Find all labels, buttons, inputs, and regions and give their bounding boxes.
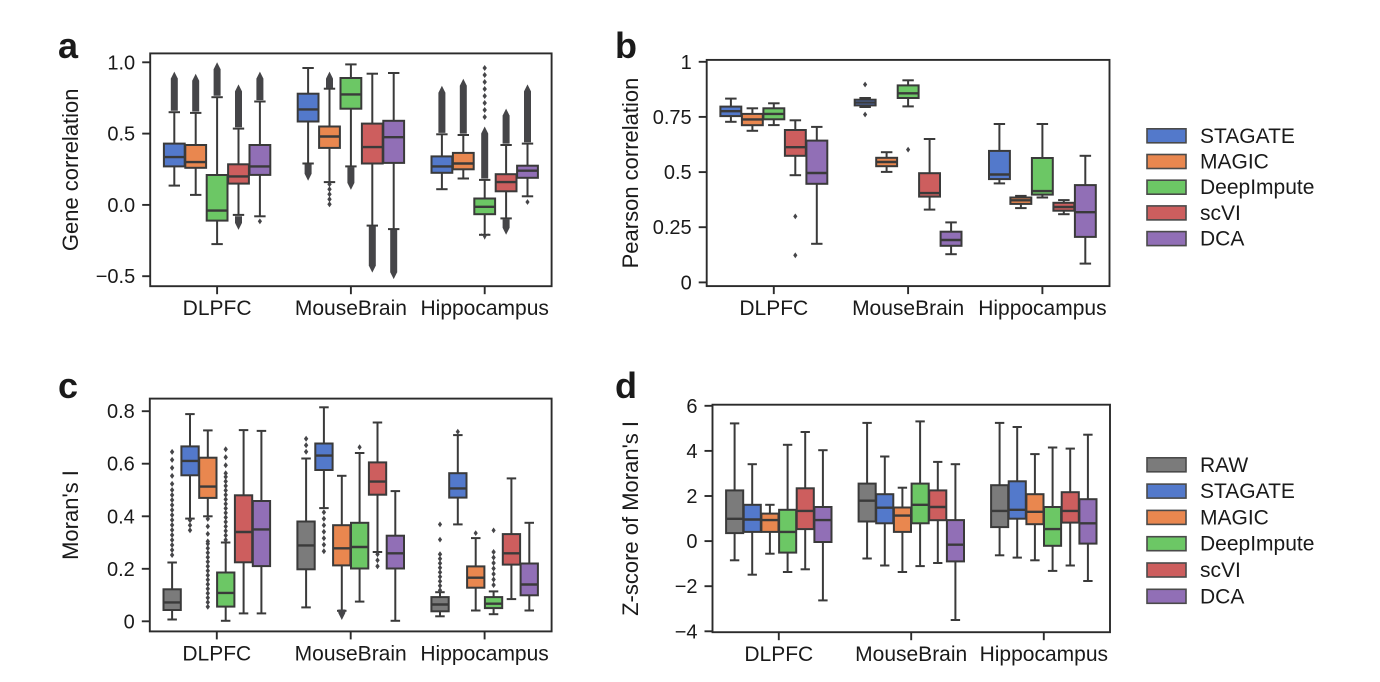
svg-text:DLPFC: DLPFC — [182, 642, 251, 665]
svg-text:0.6: 0.6 — [107, 454, 135, 476]
svg-text:0.75: 0.75 — [653, 107, 692, 129]
svg-text:Hippocampus: Hippocampus — [980, 643, 1108, 666]
svg-text:DeepImpute: DeepImpute — [1200, 176, 1314, 199]
svg-text:0.4: 0.4 — [107, 506, 135, 528]
svg-text:d: d — [615, 365, 637, 406]
svg-text:Z-score of Moran's I: Z-score of Moran's I — [618, 421, 643, 616]
svg-text:DLPFC: DLPFC — [183, 297, 252, 320]
svg-text:Gene correlation: Gene correlation — [58, 88, 83, 251]
svg-text:MouseBrain: MouseBrain — [855, 643, 967, 666]
svg-text:STAGATE: STAGATE — [1200, 125, 1295, 148]
svg-text:0.0: 0.0 — [107, 195, 135, 217]
svg-text:1.0: 1.0 — [107, 52, 135, 74]
svg-text:b: b — [615, 25, 637, 66]
svg-text:Moran's I: Moran's I — [58, 470, 83, 560]
svg-text:−2: −2 — [675, 576, 698, 598]
svg-text:4: 4 — [686, 441, 697, 463]
svg-text:MAGIC: MAGIC — [1200, 151, 1269, 174]
svg-text:c: c — [58, 365, 78, 406]
svg-text:Hippocampus: Hippocampus — [420, 297, 548, 320]
svg-text:DCA: DCA — [1200, 228, 1244, 251]
svg-text:−0.5: −0.5 — [96, 266, 135, 288]
svg-text:DeepImpute: DeepImpute — [1200, 533, 1314, 556]
svg-text:RAW: RAW — [1200, 454, 1248, 477]
svg-text:Hippocampus: Hippocampus — [420, 642, 548, 665]
svg-text:0.2: 0.2 — [107, 559, 135, 581]
svg-text:STAGATE: STAGATE — [1200, 480, 1295, 503]
svg-text:0: 0 — [686, 531, 697, 553]
svg-text:MAGIC: MAGIC — [1200, 506, 1269, 529]
svg-text:DLPFC: DLPFC — [739, 297, 808, 320]
svg-text:scVI: scVI — [1200, 559, 1241, 582]
svg-text:0: 0 — [681, 272, 692, 294]
svg-text:scVI: scVI — [1200, 202, 1241, 225]
svg-text:a: a — [58, 25, 79, 66]
svg-text:−4: −4 — [675, 621, 698, 643]
svg-text:MouseBrain: MouseBrain — [295, 642, 407, 665]
svg-text:DLPFC: DLPFC — [744, 643, 813, 666]
svg-text:1: 1 — [681, 52, 692, 74]
svg-text:2: 2 — [686, 486, 697, 508]
svg-text:6: 6 — [686, 396, 697, 418]
svg-text:MouseBrain: MouseBrain — [852, 297, 964, 320]
svg-text:0.25: 0.25 — [653, 217, 692, 239]
svg-text:Hippocampus: Hippocampus — [978, 297, 1106, 320]
svg-text:Pearson correlation: Pearson correlation — [618, 78, 643, 269]
svg-text:0.5: 0.5 — [107, 124, 135, 146]
svg-text:0.8: 0.8 — [107, 401, 135, 423]
svg-text:0: 0 — [124, 611, 135, 633]
svg-text:MouseBrain: MouseBrain — [295, 297, 407, 320]
svg-text:0.5: 0.5 — [664, 162, 692, 184]
svg-text:DCA: DCA — [1200, 585, 1244, 608]
